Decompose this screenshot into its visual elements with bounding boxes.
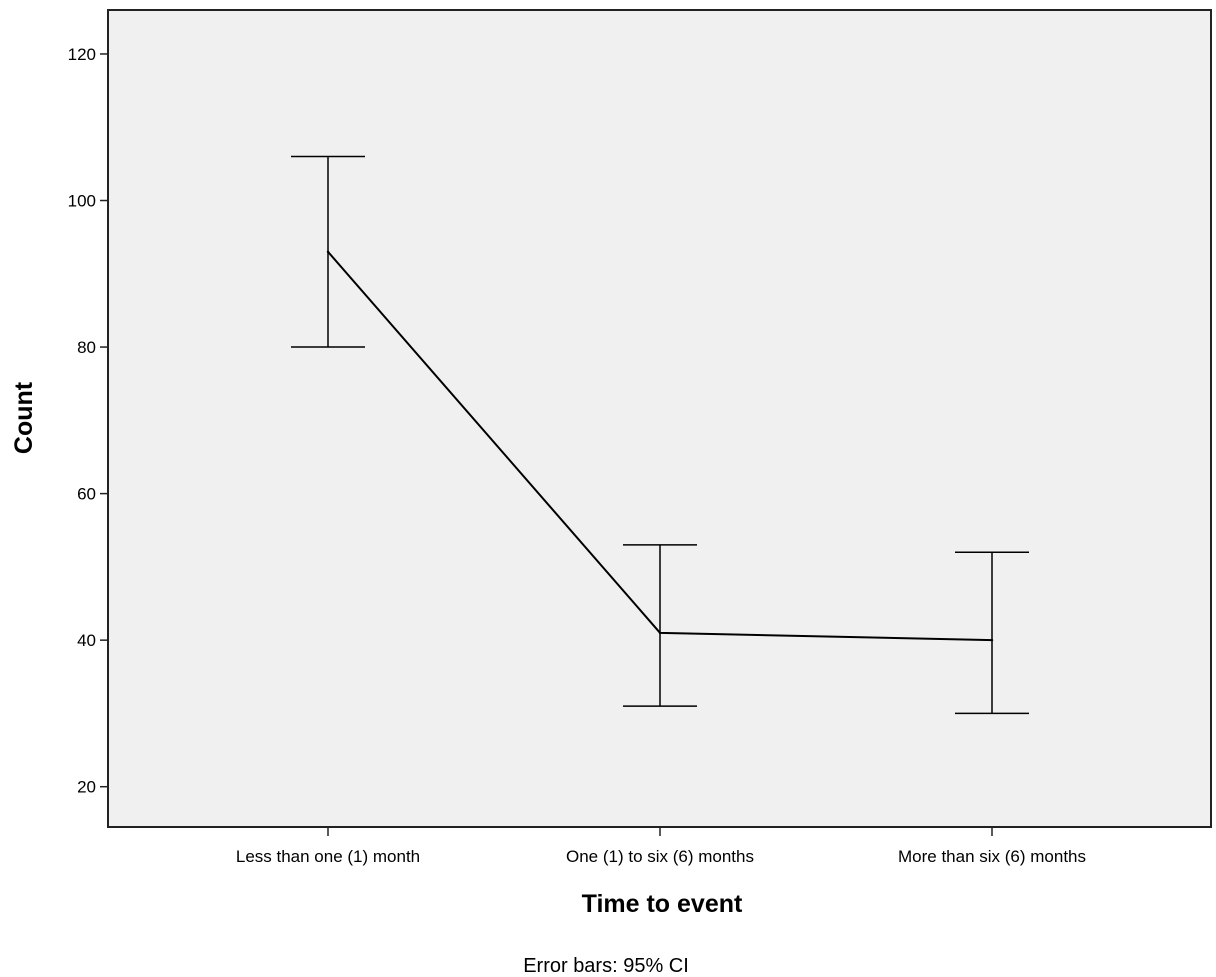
y-axis-title: Count [10, 381, 38, 454]
data-point [990, 638, 994, 642]
x-tick-label: Less than one (1) month [236, 847, 420, 866]
error-bar [623, 544, 697, 707]
x-axis: Less than one (1) month One (1) to six (6… [236, 827, 1086, 866]
x-axis-title: Time to event [582, 890, 743, 918]
y-tick-label: 20 [77, 778, 96, 797]
data-point [658, 631, 662, 635]
y-axis: 20 40 60 80 100 120 [68, 45, 108, 797]
x-tick-label: One (1) to six (6) months [566, 847, 754, 866]
y-tick-label: 100 [68, 192, 96, 211]
series-layer [291, 155, 1029, 715]
y-tick-label: 80 [77, 338, 96, 357]
data-point [326, 250, 330, 254]
error-bar [955, 551, 1029, 715]
error-bars-note: Error bars: 95% CI [523, 955, 689, 977]
x-tick-label: More than six (6) months [898, 847, 1086, 866]
y-tick-label: 40 [77, 631, 96, 650]
y-tick-label: 120 [68, 45, 96, 64]
y-tick-label: 60 [77, 485, 96, 504]
